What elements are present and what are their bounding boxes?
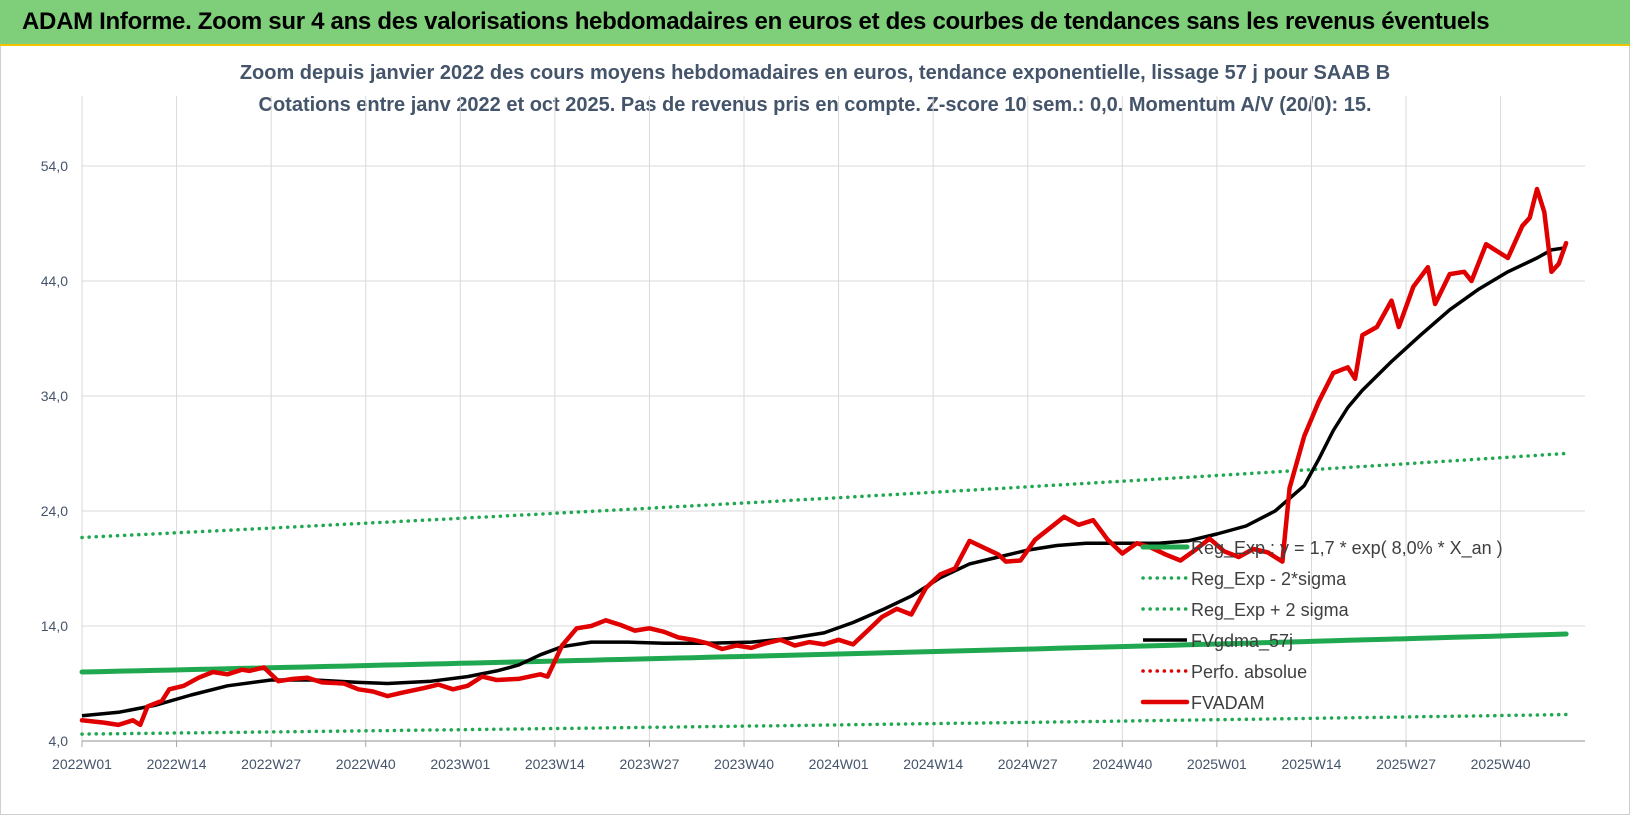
legend-label: Perfo. absolue [1191,662,1307,682]
legend-label: Reg_Exp + 2 sigma [1191,600,1350,621]
series-line-0 [79,631,1569,675]
y-tick-label: 34,0 [41,388,68,404]
series-line-2 [80,451,1568,540]
x-tick-label: 2025W14 [1281,756,1341,772]
chart-subtitle: Cotations entre janv 2022 et oct 2025. P… [258,94,1372,116]
x-tick-label: 2023W01 [430,756,490,772]
x-tick-label: 2023W27 [619,756,679,772]
x-tick-label: 2025W27 [1376,756,1436,772]
x-tick-label: 2022W01 [52,756,112,772]
y-tick-label: 54,0 [41,158,68,174]
x-tick-label: 2022W27 [241,756,301,772]
series-line-5 [79,186,1569,728]
legend-label: Reg_Exp : y = 1,7 * exp( 8,0% * X_an ) [1191,538,1503,559]
x-tick-label: 2022W40 [336,756,396,772]
x-tick-label: 2023W40 [714,756,774,772]
x-tick-label: 2024W40 [1092,756,1152,772]
y-tick-label: 44,0 [41,273,68,289]
y-tick-label: 14,0 [41,618,68,634]
x-tick-label: 2024W01 [809,756,869,772]
legend: Reg_Exp : y = 1,7 * exp( 8,0% * X_an ) Re… [1140,538,1503,713]
chart-title: Zoom depuis janvier 2022 des cours moyen… [239,62,1391,84]
x-tick-label: 2023W14 [525,756,585,772]
x-tick-label: 2024W27 [998,756,1058,772]
legend-label: FVADAM [1191,693,1265,713]
x-tick-label: 2025W40 [1471,756,1531,772]
x-tick-label: 2024W14 [903,756,963,772]
legend-label: FVgdma_57j [1191,631,1293,652]
x-tick-label: 2025W01 [1187,756,1247,772]
x-tick-labels: 2022W01 2022W14 2022W27 2022W40 2023W01 2023W… [52,756,1531,772]
y-tick-label: 24,0 [41,503,68,519]
legend-label: Reg_Exp - 2*sigma [1191,569,1347,590]
report-title: ADAM Informe. Zoom sur 4 ans des valoris… [22,8,1490,35]
y-tick-labels: 4,0 14,0 24,0 34,0 44,0 54,0 [41,158,68,749]
series-line-1 [80,712,1568,736]
y-tick-label: 4,0 [49,733,69,749]
x-tick-label: 2022W14 [147,756,207,772]
header-banner: ADAM Informe. Zoom sur 4 ans des valoris… [0,0,1630,46]
series-lines [79,186,1569,736]
grid-lines [81,96,1585,747]
